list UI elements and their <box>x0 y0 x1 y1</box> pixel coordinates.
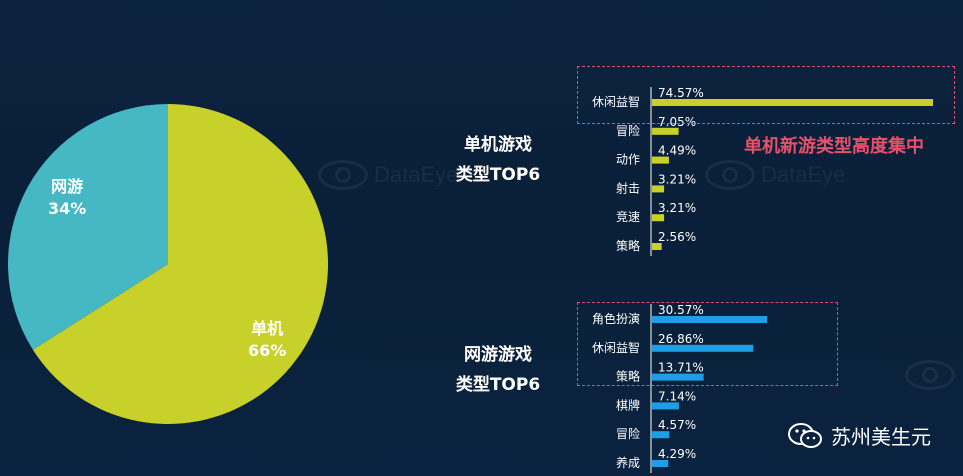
value-label-online-4: 4.57% <box>658 418 696 432</box>
watermark: DataEye <box>318 160 458 190</box>
highlight-box-online <box>577 302 838 386</box>
bar-single-4 <box>652 214 665 222</box>
single-section-title: 单机游戏 类型TOP6 <box>428 130 568 190</box>
watermark <box>905 360 955 390</box>
category-label-online-1: 休闲益智 <box>592 340 640 355</box>
callout-text: 单机新游类型高度集中 <box>744 136 924 157</box>
value-label-online-1: 26.86% <box>658 332 704 346</box>
category-label-single-1: 冒险 <box>616 123 640 138</box>
category-label-single-0: 休闲益智 <box>592 94 640 109</box>
watermark: DataEye <box>705 160 845 190</box>
wechat-icon <box>788 422 822 448</box>
value-label-single-0: 74.57% <box>658 86 704 100</box>
watermark-text: DataEye <box>374 162 459 187</box>
eye-icon <box>905 360 955 390</box>
value-label-online-3: 7.14% <box>658 389 696 403</box>
pie-label-online-name: 网游 <box>51 177 84 196</box>
watermark-text: DataEye <box>761 162 846 187</box>
single-title-line1: 单机游戏 <box>464 135 532 155</box>
eye-icon <box>318 160 368 190</box>
category-label-single-2: 动作 <box>616 153 640 167</box>
online-title-line1: 网游游戏 <box>464 345 532 365</box>
category-label-online-2: 策略 <box>616 369 640 384</box>
bar-online-5 <box>652 460 669 467</box>
category-label-online-0: 角色扮演 <box>592 311 640 326</box>
bar-single-1 <box>652 127 679 135</box>
online-section-title: 网游游戏 类型TOP6 <box>428 340 568 400</box>
bar-online-4 <box>652 431 670 439</box>
category-label-online-4: 冒险 <box>616 426 640 441</box>
value-label-single-4: 3.21% <box>658 201 696 215</box>
pie-slice-online <box>7 104 168 350</box>
bar-single-3 <box>652 185 665 193</box>
value-label-single-3: 3.21% <box>658 172 696 186</box>
bar-online-2 <box>652 373 704 381</box>
category-label-online-3: 棋牌 <box>616 398 640 412</box>
value-label-online-2: 13.71% <box>658 361 704 375</box>
pie-label-online-value: 34% <box>48 199 87 218</box>
pie-label-single-value: 66% <box>248 341 287 360</box>
online-title-line2: 类型TOP6 <box>455 375 541 395</box>
brand: 苏州美生元 <box>787 421 931 450</box>
category-label-online-5: 养成 <box>616 455 640 470</box>
pie-slice-single <box>32 104 328 424</box>
value-label-single-2: 4.49% <box>658 144 696 158</box>
category-label-single-3: 射击 <box>616 180 640 195</box>
bar-single-2 <box>652 156 669 164</box>
brand-name: 苏州美生元 <box>831 425 931 449</box>
value-label-online-5: 4.29% <box>658 447 696 461</box>
pie-label-single: 单机 66% <box>248 318 286 362</box>
bar-single-0 <box>652 99 933 106</box>
eye-icon <box>705 160 755 190</box>
category-label-single-4: 竞速 <box>616 210 640 224</box>
value-label-single-1: 7.05% <box>658 115 696 129</box>
pie-label-single-name: 单机 <box>251 319 284 338</box>
category-label-single-5: 策略 <box>616 238 640 253</box>
highlight-box-single <box>577 66 955 124</box>
bar-online-3 <box>652 402 679 410</box>
bar-online-1 <box>652 344 754 352</box>
pie-label-online: 网游 34% <box>48 176 86 220</box>
bar-online-0 <box>652 316 768 323</box>
bar-single-5 <box>652 243 662 250</box>
value-label-online-0: 30.57% <box>658 303 704 317</box>
single-title-line2: 类型TOP6 <box>455 165 541 185</box>
value-label-single-5: 2.56% <box>658 230 696 244</box>
